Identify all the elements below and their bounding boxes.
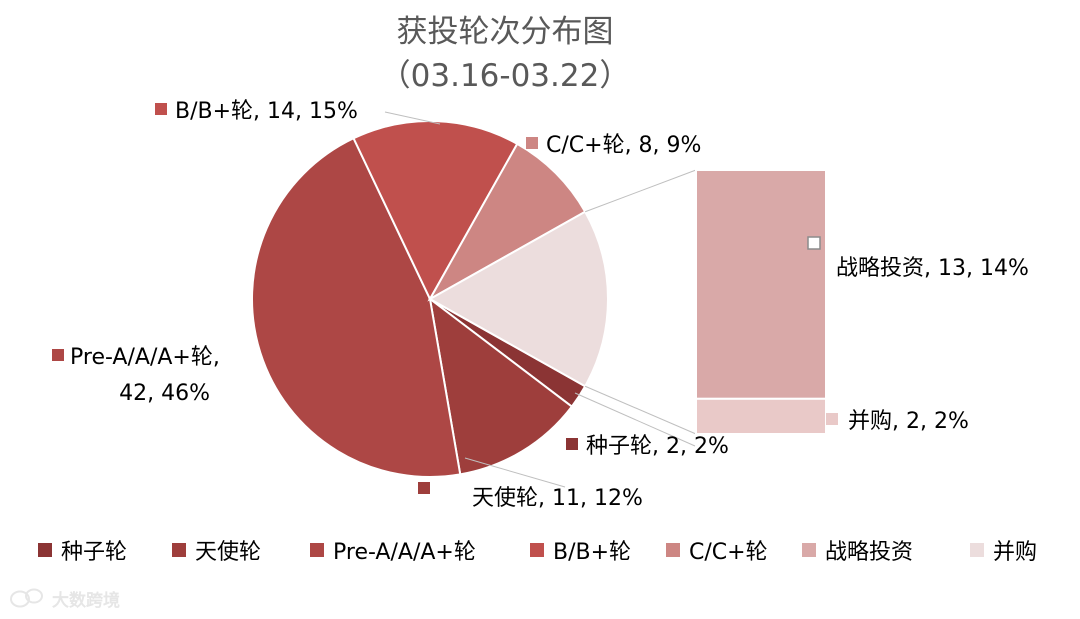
legend-entry-strategic: 战略投资 (802, 540, 913, 565)
legend-entry-b-label: B/B+轮 (553, 540, 631, 565)
data-label-angel: 天使轮, 11, 12% (472, 486, 643, 511)
leader-line-b (384, 111, 441, 125)
data-label-c: C/C+轮, 8, 9% (546, 133, 701, 158)
data-label-c-swatch (526, 137, 538, 149)
watermark-text: 大数跨境 (52, 590, 120, 611)
bar-segment-strategic (695, 169, 827, 400)
pie-slice-angel (428, 296, 574, 476)
leader-line-seed (574, 392, 696, 447)
data-label-strategic-swatch (807, 236, 821, 250)
legend-entry-b-swatch (530, 543, 544, 557)
data-label-pre-a-line2: 42, 46% (119, 381, 210, 406)
legend-entry-seed-swatch (38, 543, 52, 557)
data-label-ma-swatch (826, 413, 838, 425)
legend-entry-pre-a: Pre-A/A/A+轮 (310, 540, 476, 565)
legend-entry-ma: 并购 (970, 540, 1037, 565)
legend: 种子轮 天使轮 Pre-A/A/A+轮 B/B+轮 C/C+轮 战略投资 并购 (38, 540, 1037, 565)
legend-entry-angel: 天使轮 (172, 540, 261, 565)
legend-entry-angel-label: 天使轮 (195, 540, 261, 565)
data-label-b: B/B+轮, 14, 15% (175, 99, 358, 124)
pie-slice-c (427, 142, 587, 302)
pie-slice-pre-a (250, 136, 462, 478)
watermark: 大数跨境 (10, 588, 120, 611)
data-label-strategic: 战略投资, 13, 14% (836, 256, 1029, 281)
stacked-bar (695, 169, 827, 435)
legend-entry-pre-a-label: Pre-A/A/A+轮 (333, 540, 476, 565)
leader-line-angel (464, 457, 566, 488)
legend-entry-c-swatch (666, 543, 680, 557)
data-label-pre-a-swatch (52, 349, 64, 361)
connector-lines (584, 169, 697, 435)
legend-entry-angel-swatch (172, 543, 186, 557)
legend-entry-b: B/B+轮 (530, 540, 631, 565)
data-label-ma: 并购, 2, 2% (848, 409, 969, 434)
data-labels: B/B+轮, 14, 15% C/C+轮, 8, 9% Pre-A/A/A+轮, 42… (52, 99, 1029, 511)
legend-entry-c-label: C/C+轮 (689, 540, 768, 565)
pie-slice-b (352, 120, 519, 302)
data-label-seed-swatch (566, 438, 578, 450)
bar-segment-ma (695, 397, 827, 435)
pie-slice-other (427, 210, 609, 388)
wechat-logo-icon (10, 588, 43, 608)
connector-line-top (584, 169, 697, 213)
legend-entry-strategic-label: 战略投资 (825, 540, 913, 565)
data-label-pre-a: Pre-A/A/A+轮, (70, 345, 220, 370)
legend-entry-seed-label: 种子轮 (61, 540, 127, 565)
legend-entry-c: C/C+轮 (666, 540, 768, 565)
legend-entry-ma-label: 并购 (993, 540, 1037, 565)
pie (250, 120, 609, 478)
connector-line-bottom (584, 385, 697, 435)
chart-subtitle: （03.16-03.22） (380, 58, 631, 94)
data-label-angel-swatch (418, 482, 430, 494)
legend-entry-ma-swatch (970, 543, 984, 557)
legend-entry-strategic-swatch (802, 543, 816, 557)
legend-entry-pre-a-swatch (310, 543, 324, 557)
data-label-seed: 种子轮, 2, 2% (586, 434, 729, 459)
data-label-b-swatch (155, 103, 167, 115)
chart-title: 获投轮次分布图 (397, 14, 614, 50)
legend-entry-seed: 种子轮 (38, 540, 127, 565)
